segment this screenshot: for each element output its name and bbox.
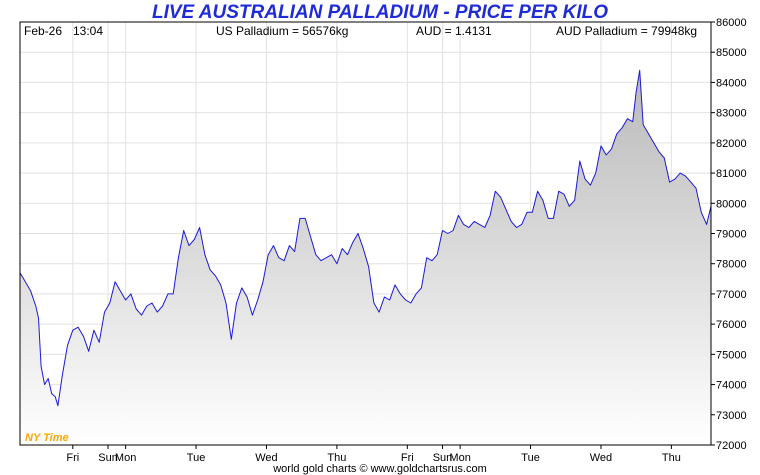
x-tick-label: Sun	[98, 452, 118, 464]
y-tick-label: 85000	[716, 47, 747, 59]
y-tick-label: 73000	[716, 410, 747, 422]
x-tick-label: Wed	[255, 452, 277, 464]
x-tick-label: Fri	[66, 452, 79, 464]
header-us-palladium: US Palladium = 56576kg	[216, 24, 348, 38]
x-tick-label: Mon	[449, 452, 470, 464]
y-tick-label: 82000	[716, 138, 747, 150]
y-tick-label: 79000	[716, 229, 747, 241]
x-tick-label: Thu	[327, 452, 346, 464]
y-tick-label: 77000	[716, 289, 747, 301]
y-tick-label: 83000	[716, 108, 747, 120]
header-date: Feb-26	[24, 24, 62, 38]
x-tick-label: Tue	[187, 452, 206, 464]
timezone-label: NY Time	[25, 432, 69, 444]
x-tick-label: Mon	[115, 452, 136, 464]
price-line	[19, 69, 712, 407]
x-tick-label: Tue	[521, 452, 540, 464]
chart-title: LIVE AUSTRALIAN PALLADIUM - PRICE PER KI…	[152, 2, 608, 23]
y-tick-label: 81000	[716, 168, 747, 180]
y-axis: 72000 73000 74000 75000 76000 77000 78000 79000…	[711, 17, 747, 452]
x-tick-label: Wed	[590, 452, 612, 464]
y-tick-label: 84000	[716, 77, 747, 89]
y-tick-label: 76000	[716, 319, 747, 331]
y-tick-label: 75000	[716, 349, 747, 361]
y-tick-label: 86000	[716, 17, 747, 29]
x-tick-label: Fri	[401, 452, 414, 464]
footer-credit: world gold charts © www.goldchartsrus.co…	[272, 463, 487, 475]
header-aud-rate: AUD = 1.4131	[416, 24, 492, 38]
x-tick-label: Sun	[433, 452, 453, 464]
header-aud-palladium: AUD Palladium = 79948kg	[556, 24, 697, 38]
header-time: 13:04	[73, 24, 103, 38]
y-tick-label: 80000	[716, 198, 747, 210]
x-tick-label: Thu	[662, 452, 681, 464]
y-tick-label: 78000	[716, 259, 747, 271]
y-tick-label: 74000	[716, 380, 747, 392]
y-tick-label: 72000	[716, 440, 747, 452]
